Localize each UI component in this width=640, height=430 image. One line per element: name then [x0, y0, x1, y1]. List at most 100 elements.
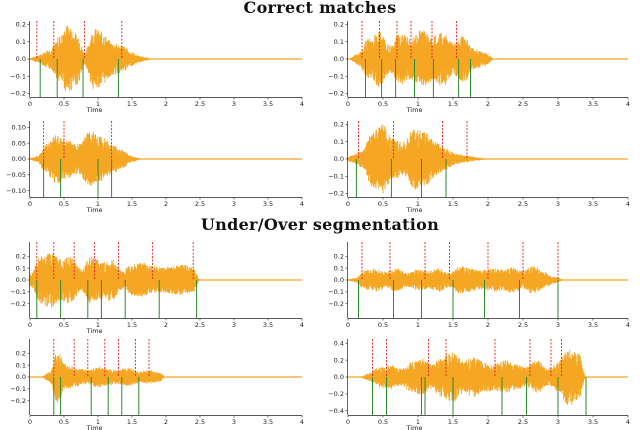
y-tick-label: 0.10: [12, 124, 26, 132]
x-tick-label: 1.5: [127, 200, 137, 208]
x-axis-label: Time: [406, 424, 423, 430]
waveform-panel-8: 0 0.5 1 1.5 2 2.5 3 3.5 4 Time 0.4 0.2 0.0 −0.2 −0.4: [328, 339, 630, 430]
x-tick-label: 2.5: [195, 321, 205, 329]
y-tick-label: −0.2: [10, 90, 26, 98]
y-tick-label: −0.1: [10, 288, 26, 296]
x-tick-label: 4: [626, 200, 630, 208]
y-tick-label: −0.10: [6, 187, 26, 195]
waveform-trace: [347, 266, 565, 294]
y-tick-label: 0.00: [12, 155, 26, 163]
waveform-panel-6: 0 0.5 1 1.5 2 2.5 3 3.5 4 0.2 0.1 0.0 −0.1 −0.2: [328, 242, 630, 329]
x-tick-label: 3: [556, 418, 560, 426]
x-tick-label: 3.5: [588, 321, 598, 329]
y-tick-label: −0.2: [10, 397, 26, 405]
x-tick-label: 4: [626, 418, 630, 426]
y-tick-label: −0.1: [328, 288, 344, 296]
x-tick-label: 3: [232, 100, 236, 108]
x-tick-label: 3: [556, 321, 560, 329]
y-tick-label: 0.2: [334, 21, 344, 29]
y-tick-label: −0.2: [328, 390, 344, 398]
x-tick-label: 2: [486, 321, 490, 329]
waveform-panel-5: 0 0.5 1 1.5 2 2.5 3 3.5 4 Time 0.2 0.1 0.0 −0.1 −0.2: [10, 242, 304, 335]
x-tick-label: 3: [556, 100, 560, 108]
y-tick-label: −0.1: [328, 172, 344, 180]
x-tick-label: 1.5: [448, 200, 458, 208]
y-tick-label: 0.1: [16, 264, 26, 272]
y-tick-label: 0.0: [16, 276, 26, 284]
section-title-under-over-segmentation: Under/Over segmentation: [200, 215, 440, 234]
waveform-trace: [347, 124, 487, 194]
x-tick-label: 2: [164, 100, 168, 108]
x-tick-label: 1.5: [448, 321, 458, 329]
section-title-correct-matches: Correct matches: [243, 0, 397, 17]
y-tick-label: −0.2: [328, 90, 344, 98]
waveform-trace: [29, 131, 142, 186]
x-tick-label: 2.5: [518, 418, 528, 426]
x-tick-label: 0: [346, 418, 350, 426]
y-tick-label: 0.4: [334, 339, 344, 347]
x-tick-label: 1: [96, 100, 100, 108]
x-tick-label: 4: [300, 100, 304, 108]
waveform-trace: [41, 354, 166, 403]
x-tick-label: 1: [416, 200, 420, 208]
x-tick-label: 1: [96, 200, 100, 208]
x-axis-label: Time: [86, 327, 103, 335]
x-tick-label: 3.5: [263, 100, 273, 108]
y-tick-label: 0.2: [334, 356, 344, 364]
x-axis-label: Time: [86, 206, 103, 214]
x-tick-label: 2.5: [518, 100, 528, 108]
y-tick-label: 0.2: [334, 121, 344, 129]
x-tick-label: 4: [300, 200, 304, 208]
x-tick-label: 2: [486, 418, 490, 426]
y-tick-label: 0.0: [334, 373, 344, 381]
x-tick-label: 1: [96, 321, 100, 329]
x-tick-label: 1.5: [127, 418, 137, 426]
x-tick-label: 1: [416, 418, 420, 426]
y-tick-label: −0.1: [10, 385, 26, 393]
x-tick-label: 4: [626, 100, 630, 108]
waveform-trace: [360, 349, 587, 405]
waveform-panel-2: 0 0.5 1 1.5 2 2.5 3 3.5 4 Time 0.2 0.1 0.0 −0.1 −0.2: [328, 21, 630, 114]
x-tick-label: 4: [300, 418, 304, 426]
x-tick-label: 0: [28, 200, 32, 208]
x-tick-label: 1: [96, 418, 100, 426]
y-tick-label: −0.1: [328, 72, 344, 80]
waveform-trace: [29, 25, 152, 92]
x-tick-label: 2: [486, 100, 490, 108]
x-tick-label: 3: [556, 200, 560, 208]
x-tick-label: 3.5: [588, 100, 598, 108]
x-tick-label: 2.5: [518, 321, 528, 329]
x-tick-label: 3: [232, 200, 236, 208]
y-tick-label: 0.05: [12, 139, 26, 147]
y-tick-label: 0.0: [16, 55, 26, 63]
y-tick-label: −0.2: [328, 300, 344, 308]
y-tick-label: 0.1: [16, 361, 26, 369]
y-tick-label: 0.0: [334, 55, 344, 63]
x-tick-label: 0.5: [378, 100, 388, 108]
x-tick-label: 3.5: [263, 200, 273, 208]
waveform-trace: [349, 30, 495, 87]
y-tick-label: 0.0: [334, 155, 344, 163]
x-tick-label: 3.5: [263, 418, 273, 426]
x-axis-label: Time: [406, 106, 423, 114]
y-tick-label: −0.1: [10, 72, 26, 80]
y-tick-label: 0.2: [16, 252, 26, 260]
x-tick-label: 0.5: [59, 321, 69, 329]
x-tick-label: 2: [486, 200, 490, 208]
x-tick-label: 2.5: [195, 418, 205, 426]
x-tick-label: 4: [626, 321, 630, 329]
y-tick-label: −0.2: [10, 300, 26, 308]
x-tick-label: 0: [28, 418, 32, 426]
x-tick-label: 1.5: [448, 418, 458, 426]
x-tick-label: 0.5: [59, 200, 69, 208]
waveform-panel-7: 0 0.5 1 1.5 2 2.5 3 3.5 4 Time 0.2 0.1 0.0 −0.1 −0.2: [10, 339, 304, 430]
waveform-trace: [29, 253, 200, 308]
x-tick-label: 0.5: [378, 200, 388, 208]
waveform-panel-3: 0 0.5 1 1.5 2 2.5 3 3.5 4 Time 0.10 0.05 0.00 −0.05 −0…: [6, 121, 304, 214]
x-tick-label: 1: [416, 321, 420, 329]
y-tick-label: 0.2: [334, 252, 344, 260]
y-tick-label: 0.1: [334, 38, 344, 46]
x-tick-label: 2: [164, 200, 168, 208]
x-tick-label: 0.5: [378, 418, 388, 426]
x-axis-label: Time: [406, 206, 423, 214]
